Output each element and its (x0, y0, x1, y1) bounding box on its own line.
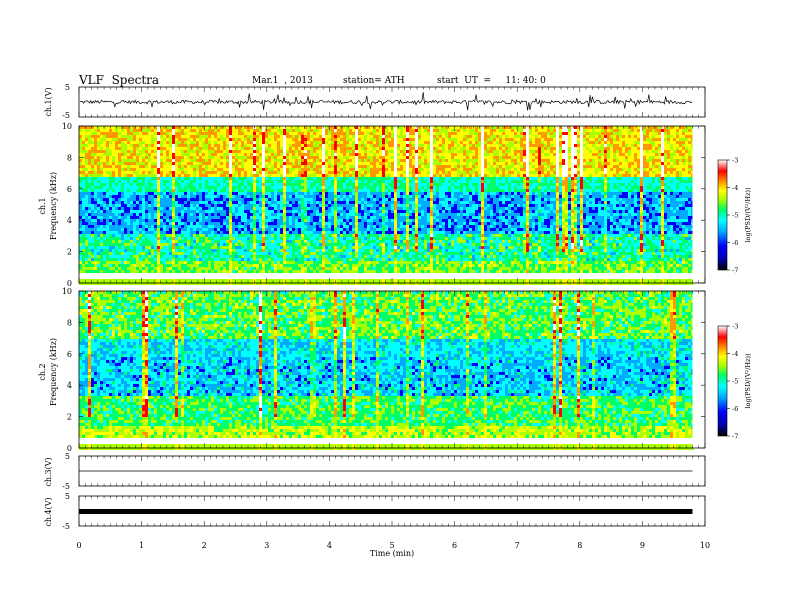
x-tick-label: 7 (515, 541, 520, 550)
ch4-waveform-panel: 5 -5 ch.4(V) (44, 492, 706, 531)
spec-ytick-label: 6 (67, 350, 72, 359)
ch4-ylabel: ch.4(V) (44, 497, 53, 526)
x-tick-label: 6 (452, 541, 457, 550)
ch3-ytick-bottom: -5 (62, 482, 70, 491)
x-tick-label: 9 (640, 541, 645, 550)
ch1-spectrogram (79, 126, 705, 285)
spec-ytick-label: 10 (62, 287, 72, 296)
x-tick-label: 5 (389, 541, 394, 550)
ch1-colorbar: -3 -4 -5 -6 -7 log(PSD/(V²/Hz)) (717, 157, 752, 275)
x-axis-label: Time (min) (370, 549, 414, 558)
time-axis: 0 1 2 3 4 5 6 7 8 9 10 (76, 87, 710, 550)
ch2-spectrogram-panel: 0 2 4 6 8 10 ch.2 Frequency (kHz) -3 -4 -5 -6 -7 … (38, 287, 752, 453)
x-tick-label: 2 (202, 541, 207, 550)
ch1-colorbar-bar (717, 159, 728, 271)
chart-title: VLF Spectra (79, 73, 159, 87)
ch1-colorbar-label: log(PSD/(V²/Hz)) (744, 187, 752, 243)
colorbar-tick-label: -4 (732, 184, 738, 192)
colorbar-tick-label: -5 (732, 212, 738, 220)
ch4-trace (79, 509, 693, 514)
ch2-colorbar-label: log(PSD/(V²/Hz)) (744, 353, 752, 409)
colorbar-tick-label: -4 (732, 350, 738, 358)
ch4-ytick-top: 5 (65, 492, 70, 501)
spec-ytick-label: 10 (62, 122, 72, 131)
ch2-colorbar-bar (717, 325, 728, 437)
ch1-trace (79, 92, 693, 111)
x-tick-label: 4 (327, 541, 332, 550)
spec-ytick-label: 0 (67, 444, 72, 453)
ch1-ytick-top: 5 (65, 83, 70, 92)
ch1-ylabel: ch.1(V) (44, 87, 53, 116)
colorbar-tick-label: -5 (732, 378, 738, 386)
ch3-waveform-panel: 5 -5 ch.3(V) (44, 452, 706, 491)
spec-ytick-label: 2 (67, 248, 72, 257)
ch4-ytick-bottom: -5 (62, 522, 70, 531)
ch1-waveform-panel: 5 -5 ch.1(V) (44, 83, 706, 120)
spec-ytick-label: 8 (67, 153, 72, 162)
x-tick-label: 1 (139, 541, 144, 550)
spec-ytick-label: 6 (67, 185, 72, 194)
ch1-spectrogram-panel: 0 2 4 6 8 10 ch.1 Frequency (kHz) -3 -4 -5 -6 -7 … (38, 122, 752, 288)
spec-ytick-label: 4 (67, 381, 72, 390)
ch1-spec-channel-label: ch.1 (38, 197, 47, 214)
x-tick-label: 3 (264, 541, 269, 550)
ch1-ytick-bottom: -5 (62, 111, 70, 120)
x-tick-label: 8 (577, 541, 582, 550)
ch2-spec-ylabel: Frequency (kHz) (49, 338, 58, 406)
colorbar-tick-label: -3 (732, 323, 738, 331)
spec-ytick-label: 0 (67, 279, 72, 288)
ch2-spectrogram (79, 291, 705, 450)
start-time-label: start UT = 11: 40: 0 (437, 76, 546, 86)
spec-ytick-label: 2 (67, 413, 72, 422)
colorbar-tick-label: -3 (732, 157, 738, 165)
station-label: station= ATH (343, 76, 405, 86)
ch1-spec-ylabel: Frequency (kHz) (49, 172, 58, 240)
ch2-spec-channel-label: ch.2 (38, 363, 47, 380)
ch3-ytick-top: 5 (65, 452, 70, 461)
colorbar-tick-label: -6 (732, 405, 738, 413)
colorbar-tick-label: -7 (732, 267, 738, 275)
x-tick-label: 10 (700, 541, 710, 550)
spec-ytick-label: 8 (67, 318, 72, 327)
spec-ytick-label: 4 (67, 216, 72, 225)
ch2-colorbar: -3 -4 -5 -6 -7 log(PSD/(V²/Hz)) (717, 323, 752, 441)
date-label: Mar.1 , 2013 (252, 76, 313, 86)
ch3-ylabel: ch.3(V) (44, 457, 53, 486)
colorbar-tick-label: -6 (732, 239, 738, 247)
colorbar-tick-label: -7 (732, 433, 738, 441)
x-tick-label: 0 (76, 541, 81, 550)
